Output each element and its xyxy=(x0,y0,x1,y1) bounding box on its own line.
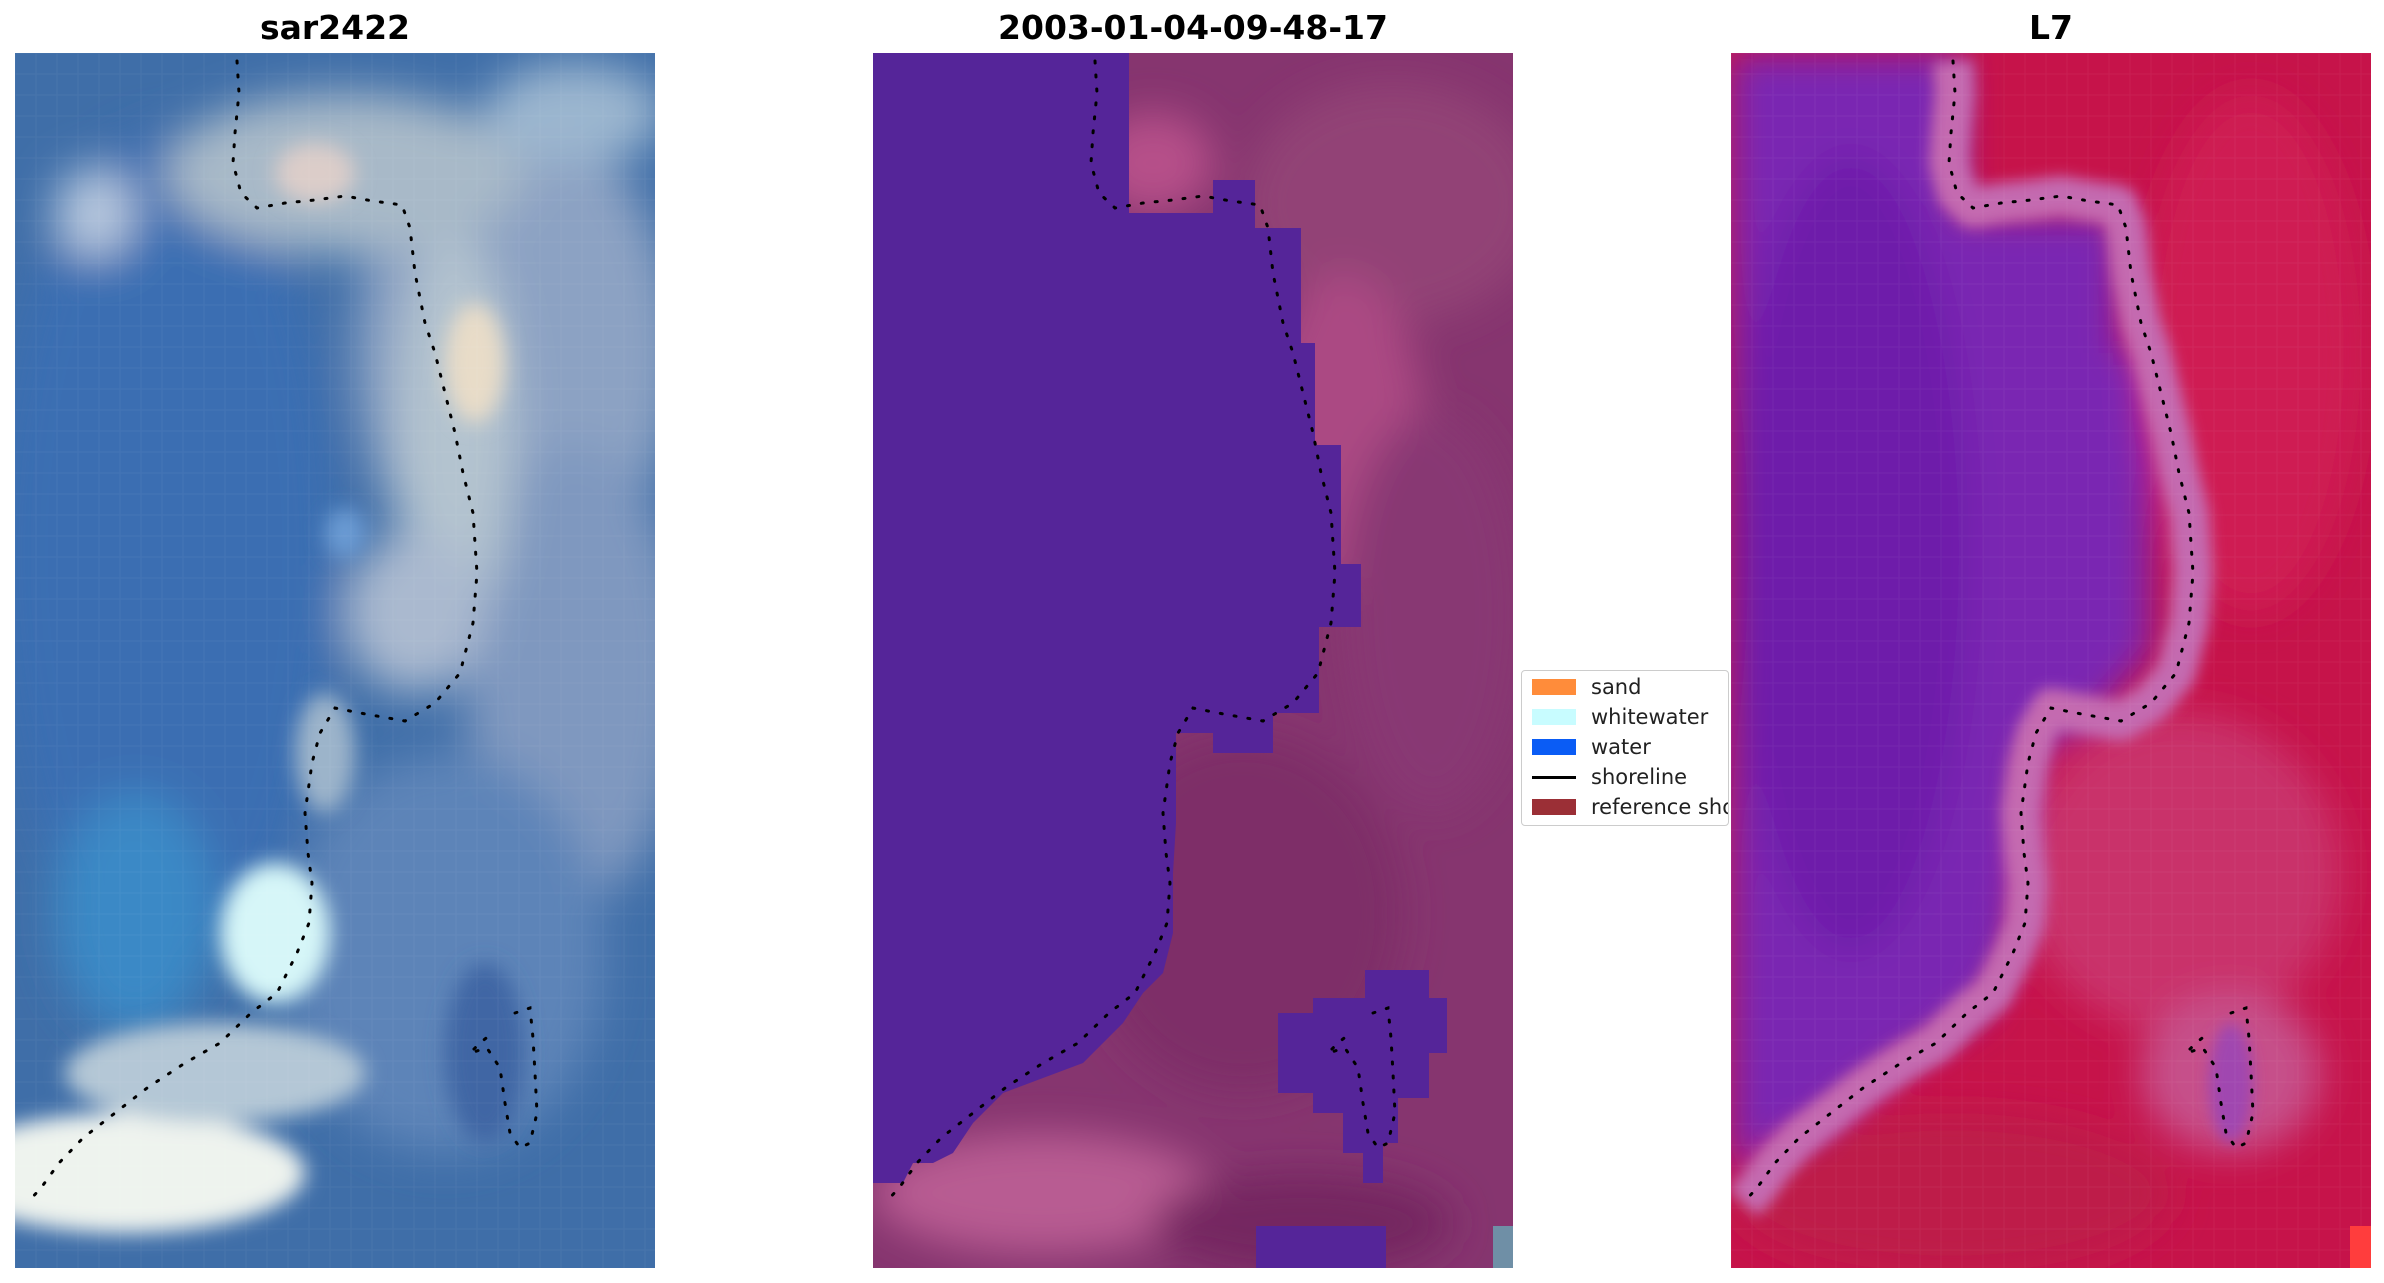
corner-pixel xyxy=(1493,1226,1513,1268)
classification-image xyxy=(873,53,1513,1268)
legend-label-whitewater: whitewater xyxy=(1591,705,1708,729)
legend-item-sand: sand xyxy=(1532,675,1641,699)
legend-label-reference-shoreline: reference shoreline xyxy=(1591,795,1729,819)
legend-label-sand: sand xyxy=(1591,675,1641,699)
corner-pixel-l7 xyxy=(2350,1226,2371,1268)
legend: sand whitewater water shoreline referenc… xyxy=(1521,670,1729,826)
false-color-panel xyxy=(1731,53,2371,1268)
sand-swatch xyxy=(1532,679,1576,695)
legend-label-water: water xyxy=(1591,735,1651,759)
classification-panel xyxy=(873,53,1513,1268)
false-color-image xyxy=(1731,53,2371,1268)
legend-label-shoreline: shoreline xyxy=(1591,765,1687,789)
panel-title-rgb: sar2422 xyxy=(15,8,655,47)
panel-title-classification: 2003-01-04-09-48-17 xyxy=(873,8,1513,47)
rgb-image-panel xyxy=(15,53,655,1268)
legend-item-whitewater: whitewater xyxy=(1532,705,1708,729)
water-region-bottom xyxy=(1256,1226,1386,1268)
legend-item-reference-shoreline: reference shoreline xyxy=(1532,795,1729,819)
rgb-image xyxy=(15,53,655,1268)
water-swatch xyxy=(1532,739,1576,755)
legend-item-water: water xyxy=(1532,735,1651,759)
reference-shoreline-swatch xyxy=(1532,799,1576,815)
shoreline-line-icon xyxy=(1532,776,1576,779)
panel-title-false-color: L7 xyxy=(1731,8,2371,47)
legend-item-shoreline: shoreline xyxy=(1532,765,1687,789)
whitewater-swatch xyxy=(1532,709,1576,725)
